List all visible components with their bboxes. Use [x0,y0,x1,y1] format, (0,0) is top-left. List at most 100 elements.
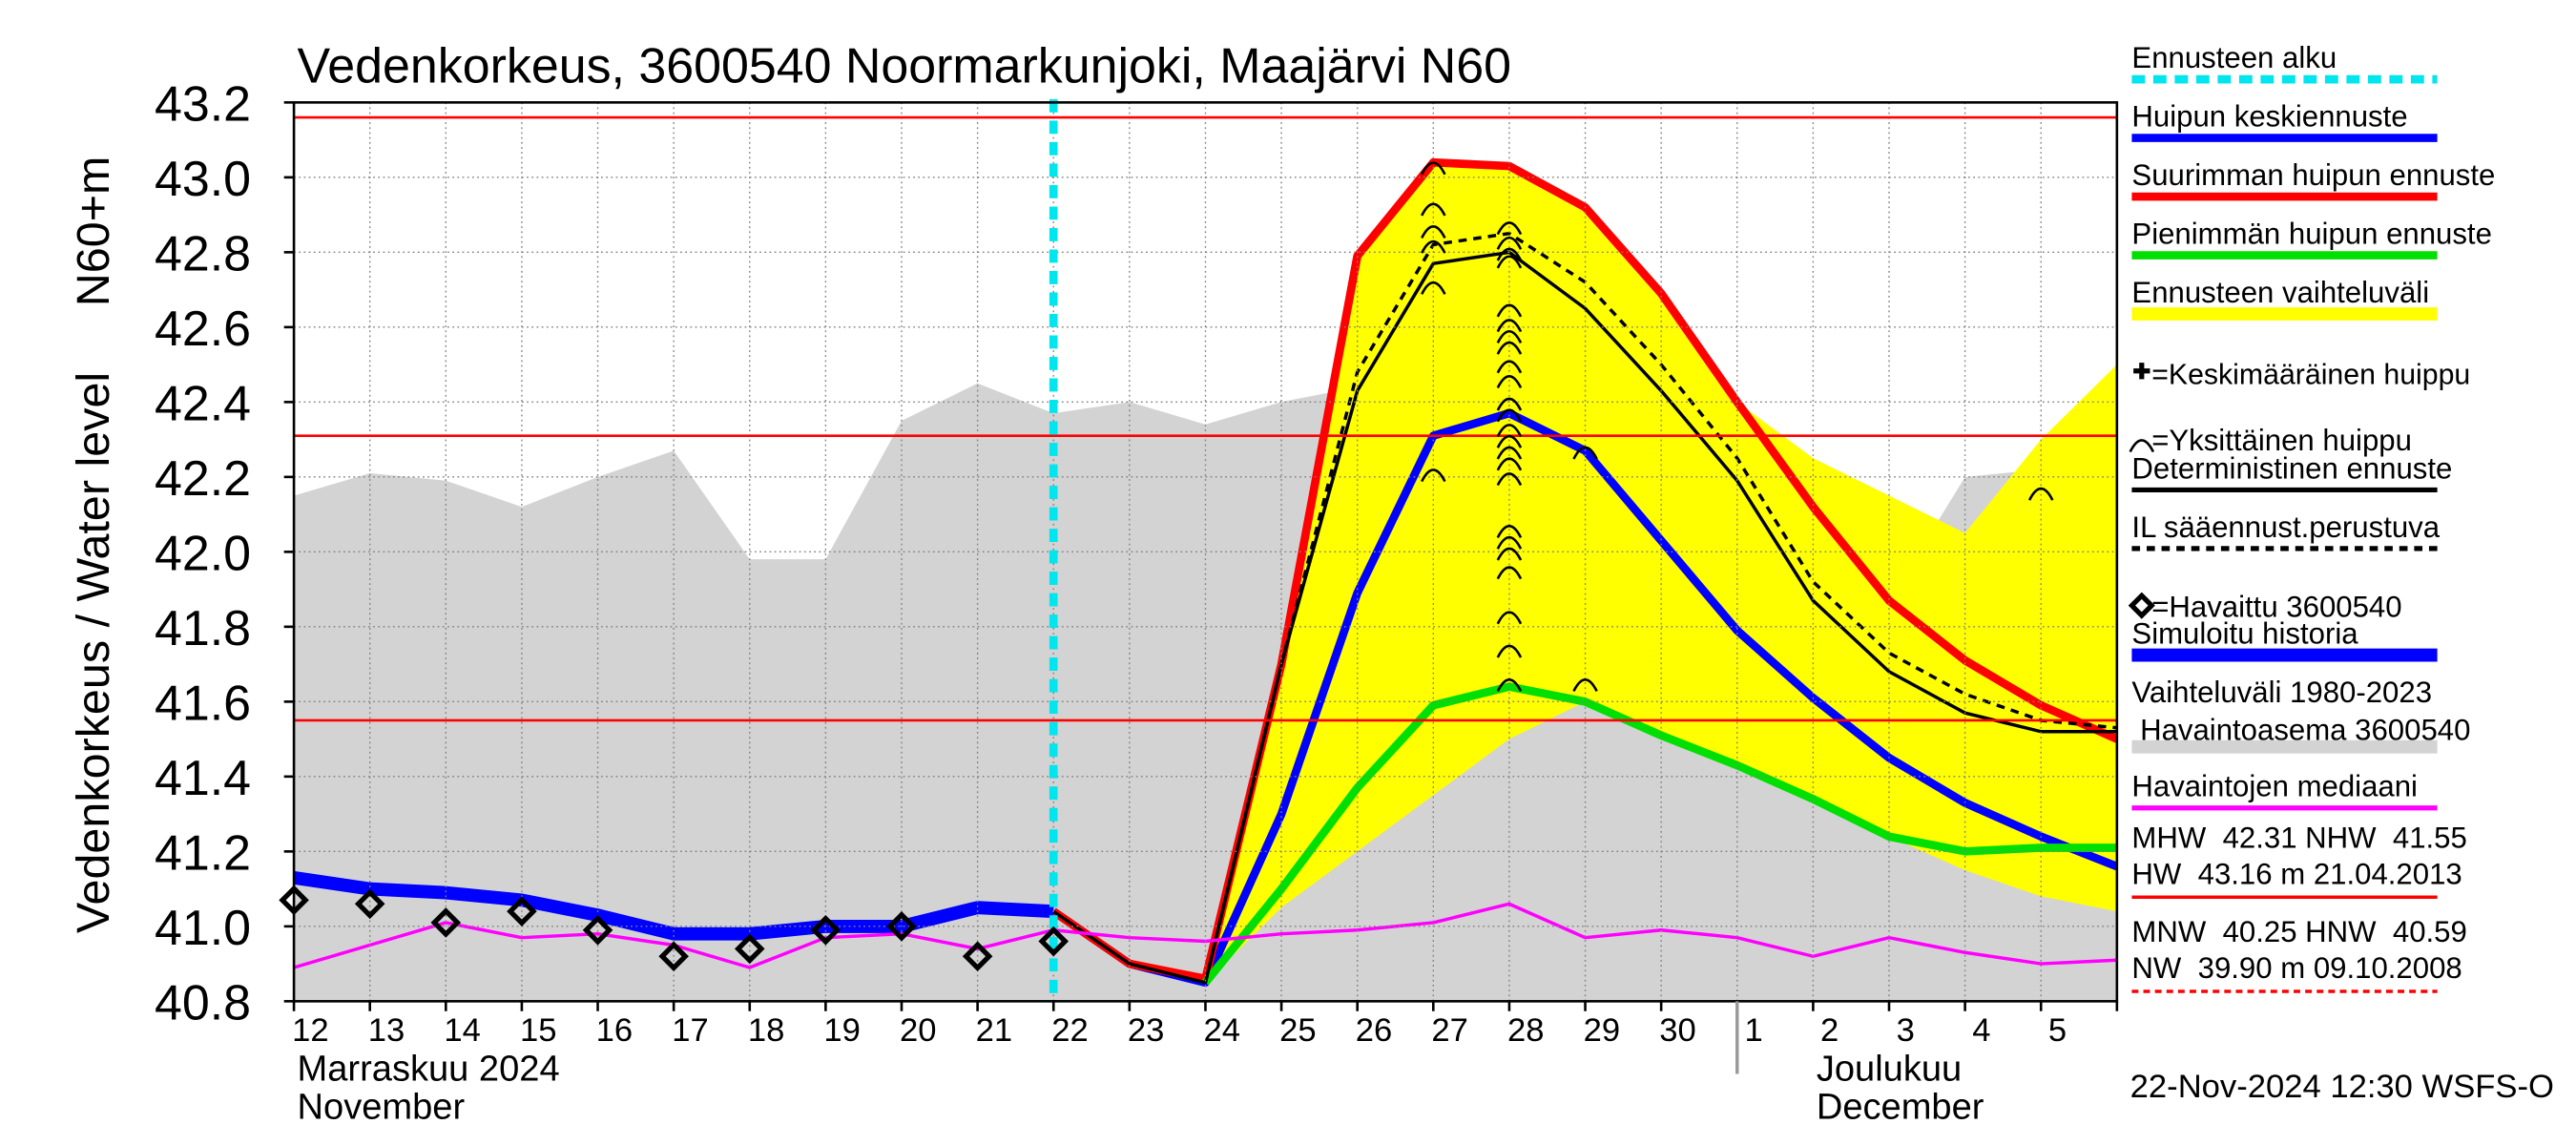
legend-label: =Havaittu 3600540 [2151,591,2401,624]
y-tick-label: 41.0 [155,901,251,956]
stats-label: HW 43.16 m 21.04.2013 [2131,857,2462,890]
chart-title: Vedenkorkeus, 3600540 Noormarkunjoki, Ma… [298,39,1511,94]
month-label: Marraskuu 2024 [298,1049,560,1089]
x-tick-label: 2 [1820,1012,1839,1049]
peak-marker [1572,446,1598,460]
peak-marker [1496,236,1523,250]
x-tick-label: 28 [1507,1012,1544,1049]
footer: 22-Nov-2024 12:30 WSFS-O [2130,1069,2554,1105]
y-tick-label: 41.8 [155,601,251,656]
observed-point [810,914,841,946]
x-tick-label: 21 [976,1012,1012,1049]
stats-label: MHW 42.31 NHW 41.55 [2131,821,2466,854]
peak-marker [1496,434,1523,448]
peak-marker [1496,360,1523,374]
legend-label: IL sääennust.perustuva [2131,510,2440,544]
peak-marker [1496,221,1523,236]
legend-label: =Yksittäinen huippu [2151,424,2412,457]
peak-marker [1496,329,1523,344]
y-tick-label: 43.2 [155,76,251,132]
peak-marker [1496,341,1523,355]
y-tick-label: 42.6 [155,302,251,357]
peak-marker [1496,375,1523,389]
x-tick-label: 26 [1356,1012,1392,1049]
x-tick-label: 23 [1128,1012,1164,1049]
y-tick-label: 42.4 [155,376,251,431]
x-tick-label: 14 [444,1012,480,1049]
peak-marker [1496,566,1523,580]
observed-point [354,888,385,920]
x-tick-label: 22 [1051,1012,1088,1049]
x-tick-label: 1 [1744,1012,1762,1049]
y-tick-label: 41.4 [155,751,251,806]
legend-label: Ennusteen alku [2131,41,2337,74]
legend-symbol [2133,363,2150,380]
peak-marker [1496,535,1523,550]
x-tick-label: 18 [748,1012,784,1049]
peak-marker [1421,161,1446,176]
x-tick-label: 15 [520,1012,556,1049]
legend-symbol [2128,592,2155,619]
month-label: December [1817,1087,1984,1127]
x-tick-label: 12 [292,1012,328,1049]
observed-point [734,933,765,965]
x-tick-label: 24 [1204,1012,1240,1049]
peak-marker [1496,525,1523,539]
y-axis-label: Vedenkorkeus / Water level [68,372,119,933]
peak-marker [1496,247,1523,261]
peak-marker [1496,644,1523,658]
observed-point [962,941,993,972]
peak-marker [1496,303,1523,318]
x-tick-label: 5 [2048,1012,2067,1049]
observed-point [507,896,537,926]
x-tick-label: 27 [1431,1012,1467,1049]
peak-marker [1496,547,1523,561]
y-tick-label: 42.8 [155,226,251,281]
x-tick-label: 25 [1279,1012,1316,1049]
peak-marker [1496,611,1523,625]
month-label: November [298,1087,466,1127]
legend-label: Deterministinen ennuste [2131,451,2452,485]
peak-marker [1496,255,1523,269]
observed-point [886,911,917,942]
peak-marker [1496,457,1523,471]
peak-marker [1421,468,1446,483]
peak-marker [1496,446,1523,460]
series-line [1203,231,2117,984]
legend-label: Pienimmän huipun ennuste [2131,217,2492,250]
y-axis-unit: N60+m [68,156,119,307]
legend-symbol [2129,439,2155,453]
stats-label: NW 39.90 m 09.10.2008 [2131,951,2462,985]
observed-point [658,941,689,972]
series-line [294,870,1054,941]
peak-marker [1496,408,1523,423]
peak-marker [1496,397,1523,411]
peak-marker [1421,225,1446,239]
y-tick-label: 42.2 [155,451,251,507]
peak-marker [1421,202,1446,217]
x-tick-label: 30 [1659,1012,1695,1049]
x-tick-label: 13 [368,1012,405,1049]
stats-label: MNW 40.25 HNW 40.59 [2131,915,2466,948]
peak-marker [1496,678,1523,692]
x-tick-label: 16 [596,1012,633,1049]
x-tick-label: 3 [1897,1012,1915,1049]
y-tick-label: 40.8 [155,975,251,1030]
x-tick-label: 17 [672,1012,708,1049]
legend-label: Huipun keskiennuste [2131,99,2407,133]
peak-marker [1421,281,1446,295]
legend-label: Ennusteen vaihteluväli [2131,276,2429,309]
month-label: Joulukuu [1817,1049,1962,1089]
y-tick-label: 41.2 [155,825,251,881]
legend-label: =Keskimääräinen huippu [2151,360,2470,391]
peak-marker [2027,487,2054,501]
observed-point [582,914,613,946]
plot-area [279,98,2119,1003]
y-tick-label: 43.0 [155,152,251,207]
x-tick-label: 19 [823,1012,860,1049]
peak-marker [1496,319,1523,333]
observed-point [1038,926,1070,957]
legend-label: Suurimman huipun ennuste [2131,158,2495,192]
